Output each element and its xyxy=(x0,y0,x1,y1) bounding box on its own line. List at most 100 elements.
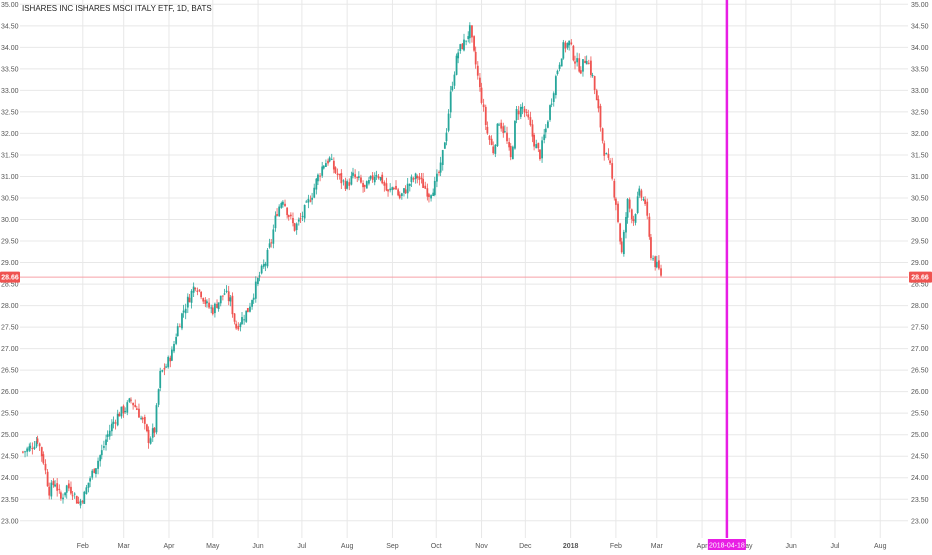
candle-body xyxy=(443,142,446,149)
candle-body xyxy=(471,25,473,38)
candle-body xyxy=(428,194,430,198)
current-price-label-left: 28.66 xyxy=(1,275,19,282)
candle-body xyxy=(95,468,97,474)
y-tick-label-right: 33.50 xyxy=(911,66,929,73)
y-tick-label-right: 29.00 xyxy=(911,260,929,267)
candle-body xyxy=(38,443,41,447)
candle-body xyxy=(587,62,590,64)
candle-body xyxy=(241,317,243,325)
candle-body xyxy=(206,301,208,304)
current-price-badge-right: 28.66 xyxy=(909,271,932,283)
y-tick-label-right: 29.50 xyxy=(911,239,929,246)
candle-body xyxy=(521,106,524,109)
candle-body xyxy=(603,143,606,156)
candle-body xyxy=(42,454,45,464)
candle-body xyxy=(29,445,32,449)
candle-body xyxy=(433,180,436,196)
candle-body xyxy=(558,64,561,69)
candle-body xyxy=(582,59,584,72)
current-price-badge-left: 28.66 xyxy=(0,271,20,283)
candle-body xyxy=(257,277,259,285)
candle-body xyxy=(543,134,546,140)
candle-body xyxy=(554,76,557,96)
candle-body xyxy=(352,172,354,176)
candle-body xyxy=(73,493,76,495)
candle-body xyxy=(498,124,500,126)
candle-body xyxy=(350,175,353,185)
candle-body xyxy=(628,199,631,209)
candle-body xyxy=(420,177,423,179)
candle-body xyxy=(525,111,528,113)
candle-body xyxy=(340,172,343,184)
candle-body xyxy=(492,146,495,154)
y-tick-label-right: 28.50 xyxy=(911,282,929,289)
candle-body xyxy=(368,179,370,184)
y-axis-left: 23.00 23.50 24.00 24.50 25.00 25.50 26.00 26.50… xyxy=(1,2,19,525)
candle-body xyxy=(48,486,51,496)
candle-body xyxy=(591,75,594,77)
candle-body xyxy=(579,70,582,74)
candle-body xyxy=(432,192,435,196)
candle-body xyxy=(389,188,392,191)
candle-body xyxy=(319,175,321,177)
x-tick-label: Apr xyxy=(697,543,709,550)
candle-body xyxy=(130,399,132,401)
candle-body xyxy=(103,446,105,448)
candle-body xyxy=(535,144,538,149)
candle-body xyxy=(225,290,228,292)
candle-body xyxy=(258,275,261,277)
candle-body xyxy=(404,189,407,194)
candle-body xyxy=(116,413,119,426)
candle-body xyxy=(163,367,166,370)
candle-body xyxy=(184,308,187,314)
candle-body xyxy=(576,58,579,63)
candle-body xyxy=(363,184,366,187)
candle-body xyxy=(65,485,68,493)
candle-body xyxy=(383,182,386,186)
candle-body xyxy=(122,405,125,414)
candle-body xyxy=(360,177,362,183)
candle-body xyxy=(398,194,401,199)
candle-body xyxy=(474,51,477,65)
candle-body xyxy=(293,223,296,231)
candle-body xyxy=(297,219,300,222)
y-tick-label-left: 33.50 xyxy=(1,66,19,73)
candle-body xyxy=(146,424,148,432)
candle-body xyxy=(321,166,324,176)
candle-body xyxy=(488,135,491,140)
candle-body xyxy=(239,323,242,328)
candle-body xyxy=(463,39,465,51)
candle-body xyxy=(467,36,470,39)
candles-group xyxy=(22,22,662,509)
candle-body xyxy=(560,58,563,67)
x-tick-label: Feb xyxy=(610,543,622,550)
y-tick-label-left: 34.50 xyxy=(1,23,19,30)
candle-body xyxy=(593,76,596,91)
candle-body xyxy=(459,44,462,51)
candle-body xyxy=(584,60,586,63)
y-tick-label-left: 28.00 xyxy=(1,303,19,310)
candle-body xyxy=(106,434,109,437)
candle-body xyxy=(138,408,140,418)
candle-body xyxy=(143,416,146,424)
y-tick-label-right: 33.00 xyxy=(911,88,929,95)
x-tick-label: Oct xyxy=(431,543,442,550)
candle-body xyxy=(170,349,173,361)
candle-body xyxy=(46,471,49,487)
candle-body xyxy=(303,204,306,219)
y-tick-label-left: 23.50 xyxy=(1,497,19,504)
candle-body xyxy=(455,55,458,75)
y-tick-label-left: 31.50 xyxy=(1,152,19,159)
candle-body xyxy=(574,61,576,64)
candle-body xyxy=(422,178,425,188)
y-tick-label-right: 25.00 xyxy=(911,432,929,439)
candle-body xyxy=(181,313,183,329)
candle-body xyxy=(346,181,349,189)
x-tick-label: Mar xyxy=(651,543,664,550)
candle-body xyxy=(449,91,452,113)
candle-body xyxy=(190,290,193,303)
candle-body xyxy=(330,158,333,160)
candle-body xyxy=(135,408,138,410)
candle-body xyxy=(654,256,657,268)
